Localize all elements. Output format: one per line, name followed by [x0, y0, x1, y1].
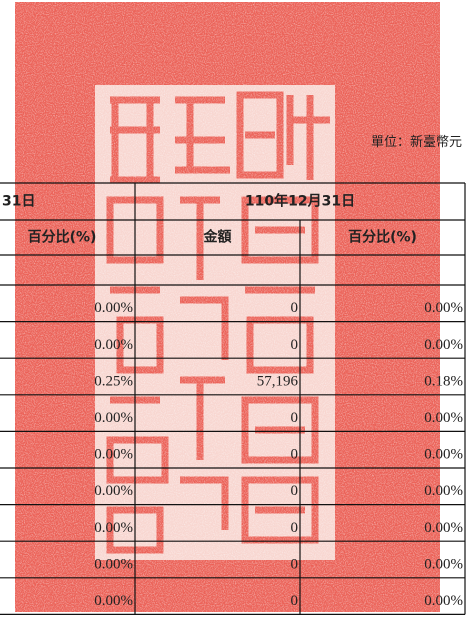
table-cell: 0.00% [424, 520, 463, 536]
table-cell: 0.00% [94, 410, 133, 426]
table-cell: 0 [291, 520, 299, 536]
table-cell: 0.00% [424, 410, 463, 426]
table-cell: 0.18% [424, 373, 463, 389]
table-cell: 57,196 [257, 373, 299, 389]
seal-stamp [15, 2, 440, 612]
table-cell: 0.00% [424, 593, 463, 609]
table-cell: 0 [291, 300, 299, 316]
table-cell: 0.00% [424, 300, 463, 316]
table-cell: 0.00% [94, 337, 133, 353]
table-cell: 0.00% [94, 556, 133, 572]
unit-note: 單位：新臺幣元 [371, 134, 462, 149]
header-cell: 金額 [203, 229, 232, 246]
table-cell: 0.00% [424, 556, 463, 572]
table-cell: 0.00% [94, 447, 133, 463]
table-cell: 0 [291, 556, 299, 572]
header-cell: 百分比(%) [348, 229, 417, 246]
header-cell: 110年12月31日 [245, 193, 355, 210]
table-cell: 0 [291, 337, 299, 353]
table-cell: 0.00% [424, 447, 463, 463]
table-cell: 0 [291, 593, 299, 609]
header-cell: 31日 [2, 194, 35, 210]
table-cell: 0.00% [94, 300, 133, 316]
table-cell: 0.00% [94, 520, 133, 536]
header-cell: 百分比(%) [28, 229, 97, 246]
table-cell: 0 [291, 410, 299, 426]
table-cell: 0.00% [424, 337, 463, 353]
table-cell: 0 [291, 483, 299, 499]
table-cell: 0.25% [94, 373, 133, 389]
table-cell: 0 [291, 447, 299, 463]
table-cell: 0.00% [94, 483, 133, 499]
table-cell: 0.00% [424, 483, 463, 499]
table-cell: 0.00% [94, 593, 133, 609]
